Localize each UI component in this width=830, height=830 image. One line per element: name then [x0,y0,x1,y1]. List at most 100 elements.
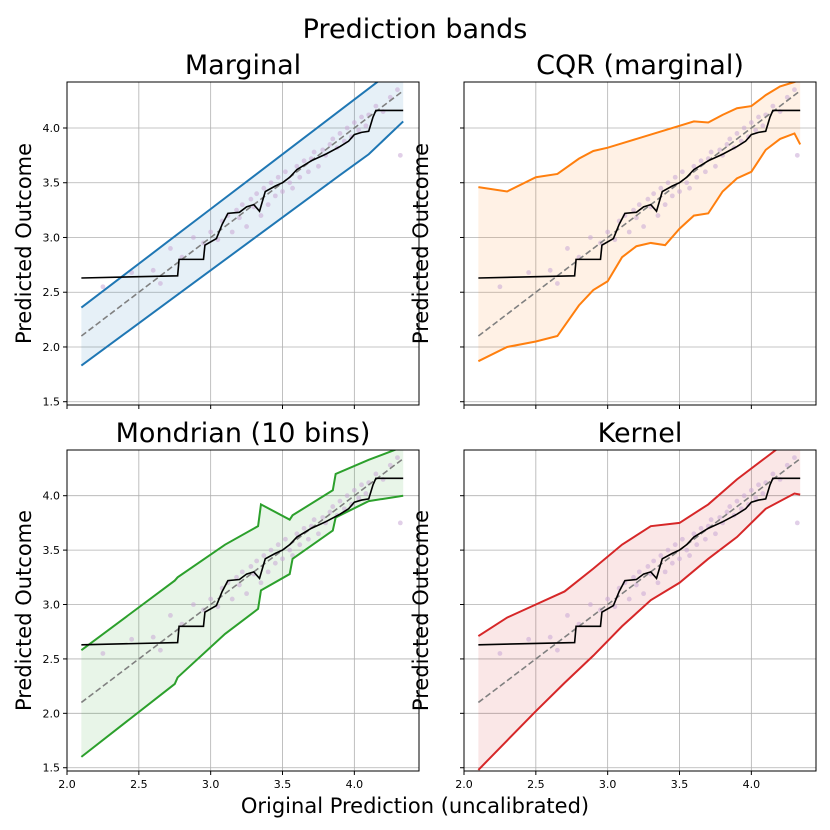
scatter-point [734,498,740,504]
x-tick-label: 4.0 [743,778,761,791]
scatter-point [254,191,260,197]
scatter-point [387,94,393,100]
scatter-point [698,525,704,531]
x-tick-label: 2.5 [130,778,148,791]
scatter-point [655,580,661,586]
lower-bound-line [477,492,801,771]
scatter-point [794,520,800,526]
scatter-point [208,596,214,602]
scatter-point [297,542,303,548]
scatter-point [337,498,343,504]
scatter-point [713,531,718,537]
scatter-point [373,471,379,477]
y-tick-label: 4.0 [43,490,61,503]
scatter-point [565,612,570,618]
scatter-point [272,560,278,566]
panel-mondrian-10-bins: 1.5 2.0 2.5 3.0 3.5 4.0 2.0 2.5 3.0 3.5 4.0 Mondria… [12,418,420,791]
scatter-point [770,103,776,109]
scatter-point [150,634,156,640]
scatter-point [677,189,682,194]
scatter-point [311,517,317,523]
scatter-point [753,127,759,133]
scatter-point [229,229,235,235]
scatter-point [636,202,642,208]
scatter-point [294,163,300,169]
scatter-point [100,284,106,290]
scatter-point [248,564,254,569]
scatter-point [363,491,369,496]
scatter-point [373,103,379,109]
scatter-point [397,152,403,158]
x-tick-label: 3.0 [202,778,220,791]
scatter-point [698,158,704,164]
x-tick-label: 2.0 [455,778,473,791]
lower-bound-line [477,132,802,363]
scatter-point [268,180,274,186]
y-axis-label: Predicted Outcome [12,143,36,344]
scatter-point [244,591,249,597]
axes-frame [463,449,817,772]
scatter-point [327,142,333,147]
scatter-point [344,125,350,131]
scatter-point [672,542,678,548]
scatter-point [634,582,639,588]
scatter-point [717,147,723,153]
scatter-point [753,495,759,501]
scatter-point [679,536,685,542]
scatter-point [387,462,393,468]
scatter-point [687,185,692,191]
scatter-point [282,169,288,175]
y-tick-label: 3.0 [43,231,61,244]
panel-cqr-marginal: CQR (marginal) Predicted Outcome [409,50,817,409]
scatter-point [229,596,235,602]
scatter-point [687,553,692,558]
figure-title: Prediction bands [303,14,528,45]
scatter-point [327,509,333,515]
calibrated-prediction-line [81,109,404,279]
scatter-point [547,634,553,640]
scatter-point [702,536,708,542]
axes-frame [66,449,420,772]
scatter-point [305,536,311,542]
axes-frame [66,81,420,406]
scatter-point [760,123,766,129]
scatter-point [645,564,651,569]
scatter-point [784,94,790,100]
scatter-point [294,531,300,537]
y-tick-label: 2.5 [43,653,61,666]
scatter-point [677,556,682,562]
scatter-point [741,125,747,131]
scatter-point [662,569,668,575]
scatter-point [301,525,307,531]
lower-bound-line [80,120,404,367]
scatter-point [395,455,400,461]
y-tick-label: 4.0 [43,122,61,135]
scatter-point [234,207,239,213]
scatter-point [669,560,675,566]
scatter-point [770,471,776,477]
scatter-point [694,174,700,180]
scatter-point [669,193,675,199]
scatter-point [330,136,336,142]
scatter-point [756,482,761,488]
lower-bound-line [80,494,404,758]
scatter-point [248,196,254,202]
scatter-point [794,152,800,158]
scatter-point [727,136,733,142]
scatter-point [760,491,766,496]
scatter-point [792,455,797,461]
scatter-point [287,547,293,553]
scatter-point [626,229,632,235]
scatter-point [672,174,678,180]
scatter-point [748,487,754,493]
x-tick-label: 3.5 [274,778,292,791]
y-axis-label: Predicted Outcome [409,510,433,711]
scatter-point [691,163,697,169]
plot-area [477,450,801,771]
scatter-point [631,574,636,580]
scatter-point [280,189,285,194]
scatter-point [275,542,281,548]
scatter-point [320,147,326,153]
scatter-point [237,215,242,221]
